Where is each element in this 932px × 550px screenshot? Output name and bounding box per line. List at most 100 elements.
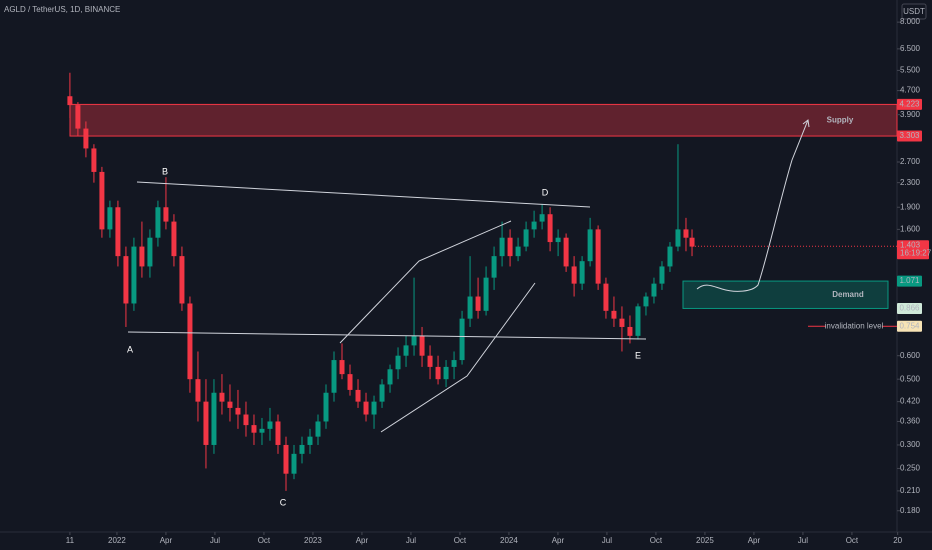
point-label: E xyxy=(635,350,641,360)
wedge-line xyxy=(380,282,536,433)
candle-body xyxy=(435,366,441,380)
candle-body xyxy=(355,389,361,402)
candle-body xyxy=(195,379,201,402)
candle-body xyxy=(523,229,529,247)
price-tag xyxy=(897,275,922,287)
candle-body xyxy=(395,355,401,370)
candle-body xyxy=(115,207,121,257)
candle-body xyxy=(171,221,177,257)
x-tick-label: 2023 xyxy=(304,536,322,545)
y-tick-label: 0.250 xyxy=(900,464,921,473)
candle-body xyxy=(187,303,193,380)
drawings xyxy=(127,119,810,433)
candle-body xyxy=(371,401,377,415)
candle-body xyxy=(643,296,649,307)
x-tick-label: Jul xyxy=(602,536,612,545)
candle-body xyxy=(475,296,481,311)
candle-body xyxy=(499,237,505,257)
candle-body xyxy=(635,306,641,336)
point-label: B xyxy=(162,166,168,176)
level-label: invalidation level xyxy=(825,321,884,330)
candle-body xyxy=(315,421,321,437)
x-tick-label: 11 xyxy=(66,536,75,545)
candle-body xyxy=(67,96,73,106)
y-tick-label: 0.600 xyxy=(900,351,921,360)
candle-body xyxy=(379,384,385,402)
candle-body xyxy=(323,392,329,422)
currency-label: USDT xyxy=(903,7,925,16)
y-tick-label: 0.180 xyxy=(900,506,921,515)
price-tag xyxy=(897,98,922,110)
candle-body xyxy=(403,345,409,356)
candle-body xyxy=(571,266,577,284)
candle-body xyxy=(291,453,297,474)
y-tick-label: 4.700 xyxy=(900,86,921,95)
candle-body xyxy=(675,229,681,247)
candle-body xyxy=(595,229,601,284)
x-tick-label: Oct xyxy=(846,536,859,545)
candle-body xyxy=(563,237,569,267)
candle-body xyxy=(467,296,473,319)
x-tick-label: Oct xyxy=(258,536,271,545)
price-tag-label: 1.071 xyxy=(899,276,920,285)
candle-body xyxy=(83,128,89,149)
x-tick-label: 2022 xyxy=(108,536,126,545)
candle-body xyxy=(689,237,695,247)
x-tick-label: Oct xyxy=(454,536,467,545)
candle-body xyxy=(387,369,393,385)
wedge-line xyxy=(339,220,512,344)
countdown-label: 16:19:27 xyxy=(900,248,932,257)
x-tick-label: 2024 xyxy=(500,536,518,545)
candle-body xyxy=(539,214,545,222)
candle-body xyxy=(579,261,585,284)
x-tick-label: Apr xyxy=(160,536,173,545)
y-tick-label: 6.500 xyxy=(900,44,921,53)
candle-body xyxy=(235,407,241,415)
currency-box[interactable] xyxy=(901,3,927,20)
candle-body xyxy=(667,246,673,267)
candle-body xyxy=(515,246,521,257)
candle-body xyxy=(659,266,665,284)
candle-body xyxy=(451,360,457,367)
candle-body xyxy=(547,214,553,243)
price-tag xyxy=(897,302,922,314)
y-tick-label: 8.000 xyxy=(900,17,921,26)
candle-body xyxy=(651,283,657,297)
candle-body xyxy=(251,425,257,433)
candle-body xyxy=(507,237,513,257)
trend-line xyxy=(136,181,591,208)
y-tick-label: 0.500 xyxy=(900,374,921,383)
candle-body xyxy=(411,335,417,346)
x-tick-label: 20 xyxy=(893,536,902,545)
trend-line xyxy=(127,331,647,340)
y-tick-label: 1.900 xyxy=(900,202,921,211)
y-tick-label: 2.300 xyxy=(900,178,921,187)
candle-body xyxy=(243,414,249,426)
candle-body xyxy=(307,436,313,445)
zone-label: Demand xyxy=(832,290,864,299)
last-price-label: 1.403 xyxy=(900,240,921,249)
x-tick-label: Jul xyxy=(798,536,808,545)
price-tag-label: 0.754 xyxy=(899,321,920,330)
point-label: C xyxy=(280,497,287,507)
candle-body xyxy=(179,256,185,304)
candle-body xyxy=(211,392,217,445)
x-tick-label: Oct xyxy=(650,536,663,545)
chart-title: AGLD / TetherUS, 1D, BINANCE xyxy=(4,5,120,14)
point-label: A xyxy=(127,344,133,354)
candle-body xyxy=(587,229,593,262)
projection-arrow xyxy=(802,119,810,128)
x-tick-label: 2025 xyxy=(696,536,714,545)
price-tag xyxy=(897,130,922,142)
zone xyxy=(69,103,898,137)
price-tag-label: 0.866 xyxy=(899,304,920,313)
zones xyxy=(69,103,898,309)
candle-body xyxy=(619,318,625,327)
candle-body xyxy=(611,310,617,319)
candle-body xyxy=(339,360,345,375)
candle-body xyxy=(163,207,169,222)
candle-body xyxy=(147,237,153,267)
price-tag xyxy=(897,240,929,260)
price-tag-label: 4.223 xyxy=(899,100,920,109)
